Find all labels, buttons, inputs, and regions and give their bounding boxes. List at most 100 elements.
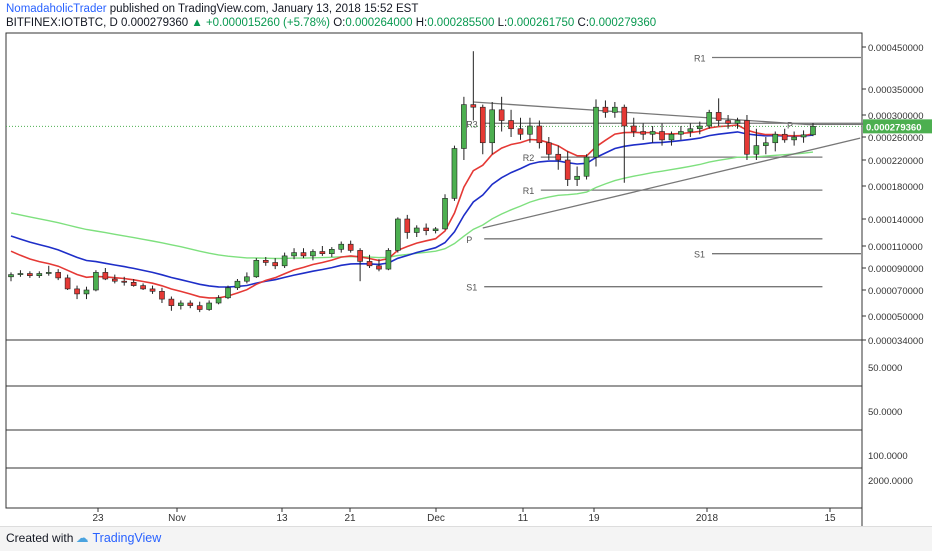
price-tick-label: 0.000070000: [868, 286, 923, 297]
candle-body: [244, 276, 250, 282]
candle-body: [121, 280, 128, 283]
candle: [461, 96, 467, 160]
candle: [810, 122, 816, 137]
change-value: +0.000015260 (+5.78%): [205, 17, 331, 29]
chart-frame: [5, 32, 863, 509]
time-tick-label: 23: [92, 513, 104, 524]
candle: [395, 217, 401, 253]
candle-body: [178, 302, 184, 306]
candle: [800, 130, 807, 143]
candle: [300, 248, 307, 259]
candle-body: [310, 251, 316, 257]
price-tick-label: 0.000450000: [868, 43, 923, 54]
candle-body: [225, 287, 231, 299]
candle: [781, 128, 788, 143]
candle-body: [328, 249, 335, 255]
pivot-label-r3: R3: [466, 119, 478, 129]
candle: [385, 248, 392, 271]
candle-body: [413, 227, 420, 233]
candle: [404, 214, 411, 239]
tradingview-logo[interactable]: ☁ TradingView: [76, 530, 161, 545]
candle-body: [678, 131, 684, 135]
candle: [508, 109, 514, 137]
author-name[interactable]: NomadaholicTrader: [6, 3, 107, 15]
candle: [366, 254, 373, 268]
candle: [17, 270, 24, 277]
candle-body: [555, 153, 562, 161]
candle-body: [630, 125, 637, 132]
time-tick-label: Dec: [427, 513, 445, 524]
candle-body: [432, 228, 439, 231]
price-tick-label: 0.000140000: [868, 215, 923, 226]
candle: [583, 154, 590, 180]
candle: [791, 131, 797, 146]
price-tick-label: 0.000260000: [868, 133, 923, 144]
candle: [489, 102, 496, 155]
close-label: C:: [577, 17, 590, 29]
low-value: 0.000261750: [507, 17, 575, 29]
candle: [310, 249, 316, 261]
candle: [149, 285, 156, 294]
candle-body: [27, 273, 33, 276]
candle-body: [781, 133, 788, 141]
candle-body: [64, 277, 71, 290]
candle: [64, 274, 71, 290]
candle-body: [612, 106, 618, 113]
candle: [234, 279, 241, 290]
candle-body: [45, 272, 52, 274]
candle-body: [17, 273, 24, 275]
candle: [564, 151, 571, 186]
pivot-label-p: P: [787, 120, 793, 130]
candle: [659, 123, 665, 146]
candle-body: [376, 265, 382, 270]
candle: [546, 137, 552, 160]
time-tick-label: 19: [588, 513, 600, 524]
candle-body: [206, 302, 212, 310]
candle-body: [546, 142, 552, 155]
candle-body: [234, 280, 241, 289]
candle: [328, 247, 335, 257]
publisher-line: NomadaholicTrader published on TradingVi…: [6, 3, 418, 15]
pivot-label-r2: R2: [523, 153, 535, 163]
candle-body: [640, 131, 646, 135]
ema-red-line: [10, 124, 814, 299]
candle-body: [74, 288, 80, 295]
candle-body: [687, 128, 694, 132]
tradingview-logo-text: TradingView: [92, 531, 162, 545]
candle: [432, 227, 439, 234]
candle-body: [574, 175, 580, 180]
candle: [130, 279, 137, 287]
candle: [376, 259, 382, 272]
candle: [102, 268, 109, 281]
pivot-label-p: P: [466, 235, 472, 245]
last-price-marker: [863, 119, 932, 134]
pivot-label-r1: R1: [694, 54, 706, 64]
candle: [291, 248, 297, 260]
price-chart[interactable]: R1 S1 R3 P R2 R1 P S1 0.000450000 0.000350000 0.0…: [0, 0, 932, 526]
candle-body: [8, 274, 14, 278]
candle: [744, 115, 750, 160]
candle-body: [366, 261, 373, 267]
candle-body: [338, 243, 345, 250]
candle: [772, 131, 779, 152]
candle-body: [734, 120, 741, 124]
candle: [140, 283, 146, 290]
candle: [498, 96, 505, 132]
candle: [225, 285, 231, 300]
candle-body: [55, 272, 61, 279]
price-tick-label: 0.000180000: [868, 182, 923, 193]
candle-body: [564, 159, 571, 180]
candle: [93, 270, 99, 292]
open-label: O:: [333, 17, 346, 29]
price-tick-label: 0.000090000: [868, 264, 923, 275]
price-tick-label: 0.000300000: [868, 111, 923, 122]
candle-body: [168, 298, 175, 306]
pivot-label-s1: S1: [694, 250, 705, 260]
candle-body: [536, 125, 543, 144]
time-tick-label: 15: [824, 513, 836, 524]
candle-body: [527, 125, 533, 135]
candle-body: [715, 112, 722, 121]
candle-body: [291, 252, 297, 257]
candle-body: [253, 259, 260, 278]
candle-body: [36, 273, 43, 276]
